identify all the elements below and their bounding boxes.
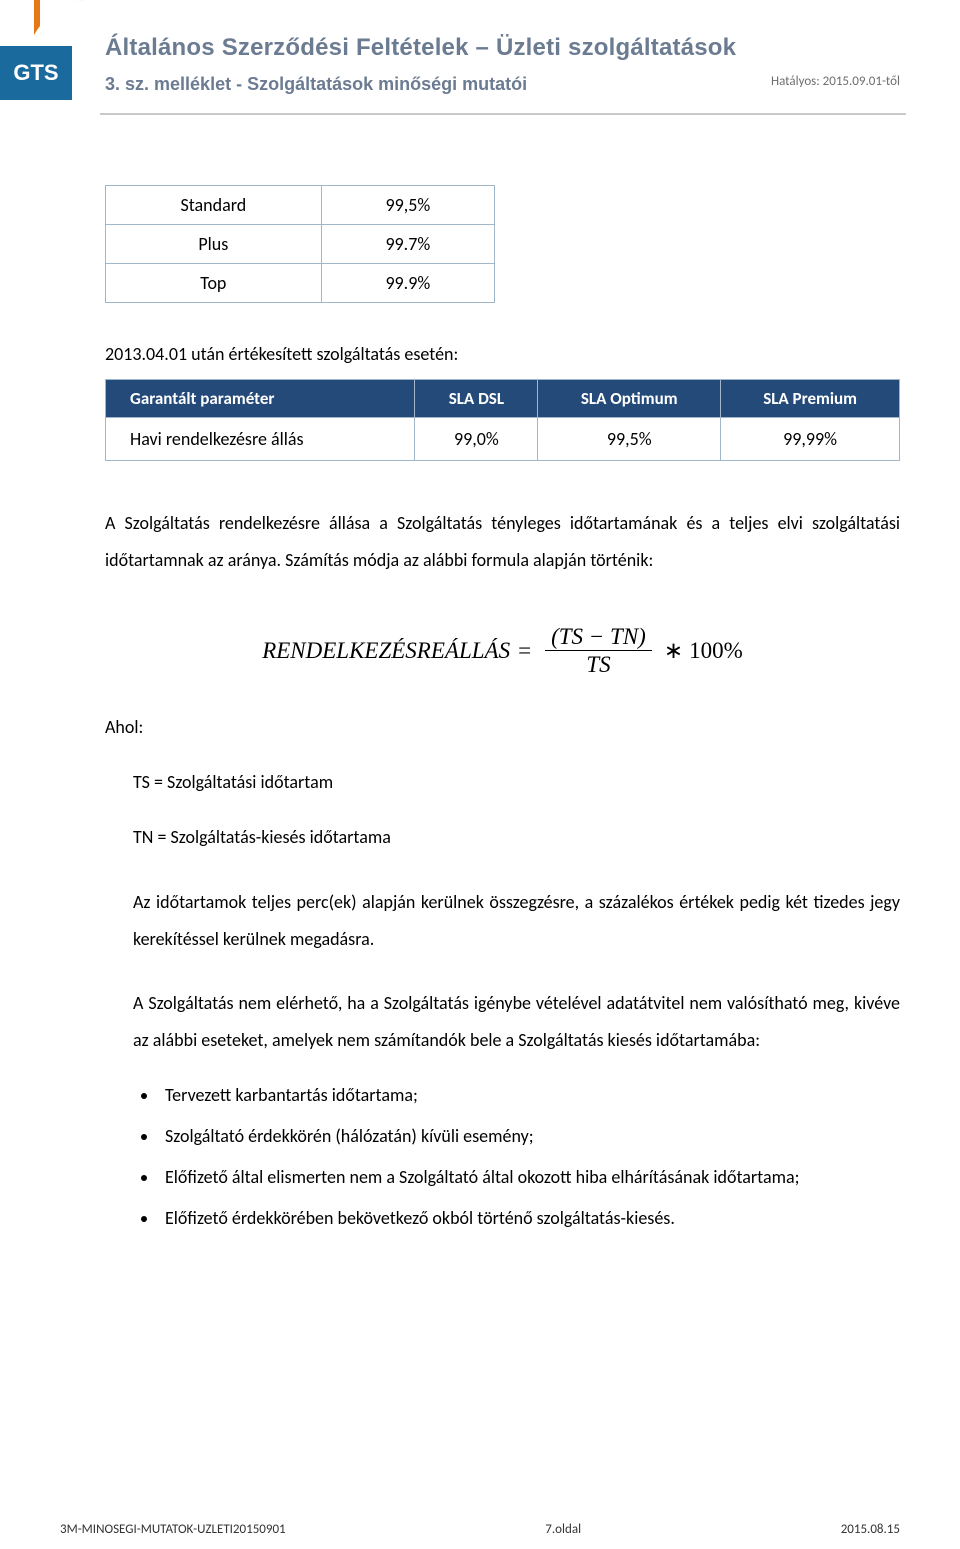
- tier-value: 99.9%: [321, 264, 494, 303]
- table-row: Top 99.9%: [106, 264, 495, 303]
- col-header: SLA Optimum: [538, 380, 721, 418]
- row-value: 99,0%: [415, 418, 538, 461]
- table-row: Havi rendelkezésre állás 99,0% 99,5% 99,…: [106, 418, 900, 461]
- paragraph-1: A Szolgáltatás rendelkezésre állása a Sz…: [105, 505, 900, 579]
- exclusion-list: Tervezett karbantartás időtartama; Szolg…: [105, 1077, 900, 1237]
- multiply-sign: ∗: [664, 638, 683, 664]
- definitions: Ahol: TS = Szolgáltatási időtartam TN = …: [105, 709, 900, 856]
- denominator: TS: [580, 651, 616, 679]
- row-value: 99,5%: [538, 418, 721, 461]
- def-tn: TN = Szolgáltatás-kiesés időtartama: [133, 819, 900, 856]
- availability-formula: RENDELKEZÉSREÁLLÁS = (TS − TN) TS ∗ 100%: [262, 623, 743, 679]
- footer-center: 7.oldal: [545, 1522, 581, 1537]
- footer-right: 2015.08.15: [841, 1522, 900, 1537]
- numerator: (TS − TN): [545, 623, 652, 651]
- header-swoosh-icon: [34, 0, 84, 50]
- gts-logo: GTS: [0, 46, 72, 100]
- list-item: Tervezett karbantartás időtartama;: [159, 1077, 900, 1114]
- equals-sign: =: [518, 638, 531, 664]
- sla-table: Garantált paraméter SLA DSL SLA Optimum …: [105, 379, 900, 461]
- formula-block: RENDELKEZÉSREÁLLÁS = (TS − TN) TS ∗ 100%: [105, 623, 900, 679]
- col-header: Garantált paraméter: [106, 380, 415, 418]
- doc-title: Általános Szerződési Feltételek – Üzleti…: [105, 34, 960, 62]
- tier-value: 99,5%: [321, 186, 494, 225]
- tier-value: 99.7%: [321, 225, 494, 264]
- table-row: Standard 99,5%: [106, 186, 495, 225]
- list-item: Előfizető érdekkörében bekövetkező okból…: [159, 1200, 900, 1237]
- tier-label: Plus: [106, 225, 322, 264]
- tier-table: Standard 99,5% Plus 99.7% Top 99.9%: [105, 185, 495, 303]
- page-footer: 3M-MINOSEGI-MUTATOK-UZLETI20150901 7.old…: [60, 1522, 900, 1537]
- hundred-percent: 100%: [689, 638, 743, 664]
- effective-date: Hatályos: 2015.09.01-től: [771, 74, 900, 89]
- intro-line: 2013.04.01 után értékesített szolgáltatá…: [105, 343, 900, 365]
- col-header: SLA DSL: [415, 380, 538, 418]
- row-label: Havi rendelkezésre állás: [106, 418, 415, 461]
- header-divider: [100, 113, 906, 115]
- fraction: (TS − TN) TS: [545, 623, 652, 679]
- paragraph-2: Az időtartamok teljes perc(ek) alapján k…: [133, 884, 900, 958]
- page-content: Standard 99,5% Plus 99.7% Top 99.9% 2013…: [0, 115, 960, 1237]
- list-item: Szolgáltató érdekkörén (hálózatán) kívül…: [159, 1118, 900, 1155]
- table-row: Plus 99.7%: [106, 225, 495, 264]
- logo-text: GTS: [13, 60, 58, 86]
- row-value: 99,99%: [721, 418, 900, 461]
- ahol-label: Ahol:: [105, 709, 900, 746]
- list-item: Előfizető által elismerten nem a Szolgál…: [159, 1159, 900, 1196]
- table-header-row: Garantált paraméter SLA DSL SLA Optimum …: [106, 380, 900, 418]
- paragraph-3: A Szolgáltatás nem elérhető, ha a Szolgá…: [133, 985, 900, 1059]
- col-header: SLA Premium: [721, 380, 900, 418]
- footer-left: 3M-MINOSEGI-MUTATOK-UZLETI20150901: [60, 1522, 286, 1537]
- tier-label: Top: [106, 264, 322, 303]
- formula-lhs: RENDELKEZÉSREÁLLÁS: [262, 638, 510, 664]
- def-ts: TS = Szolgáltatási időtartam: [133, 764, 900, 801]
- tier-label: Standard: [106, 186, 322, 225]
- page-header: GTS Általános Szerződési Feltételek – Üz…: [0, 0, 960, 115]
